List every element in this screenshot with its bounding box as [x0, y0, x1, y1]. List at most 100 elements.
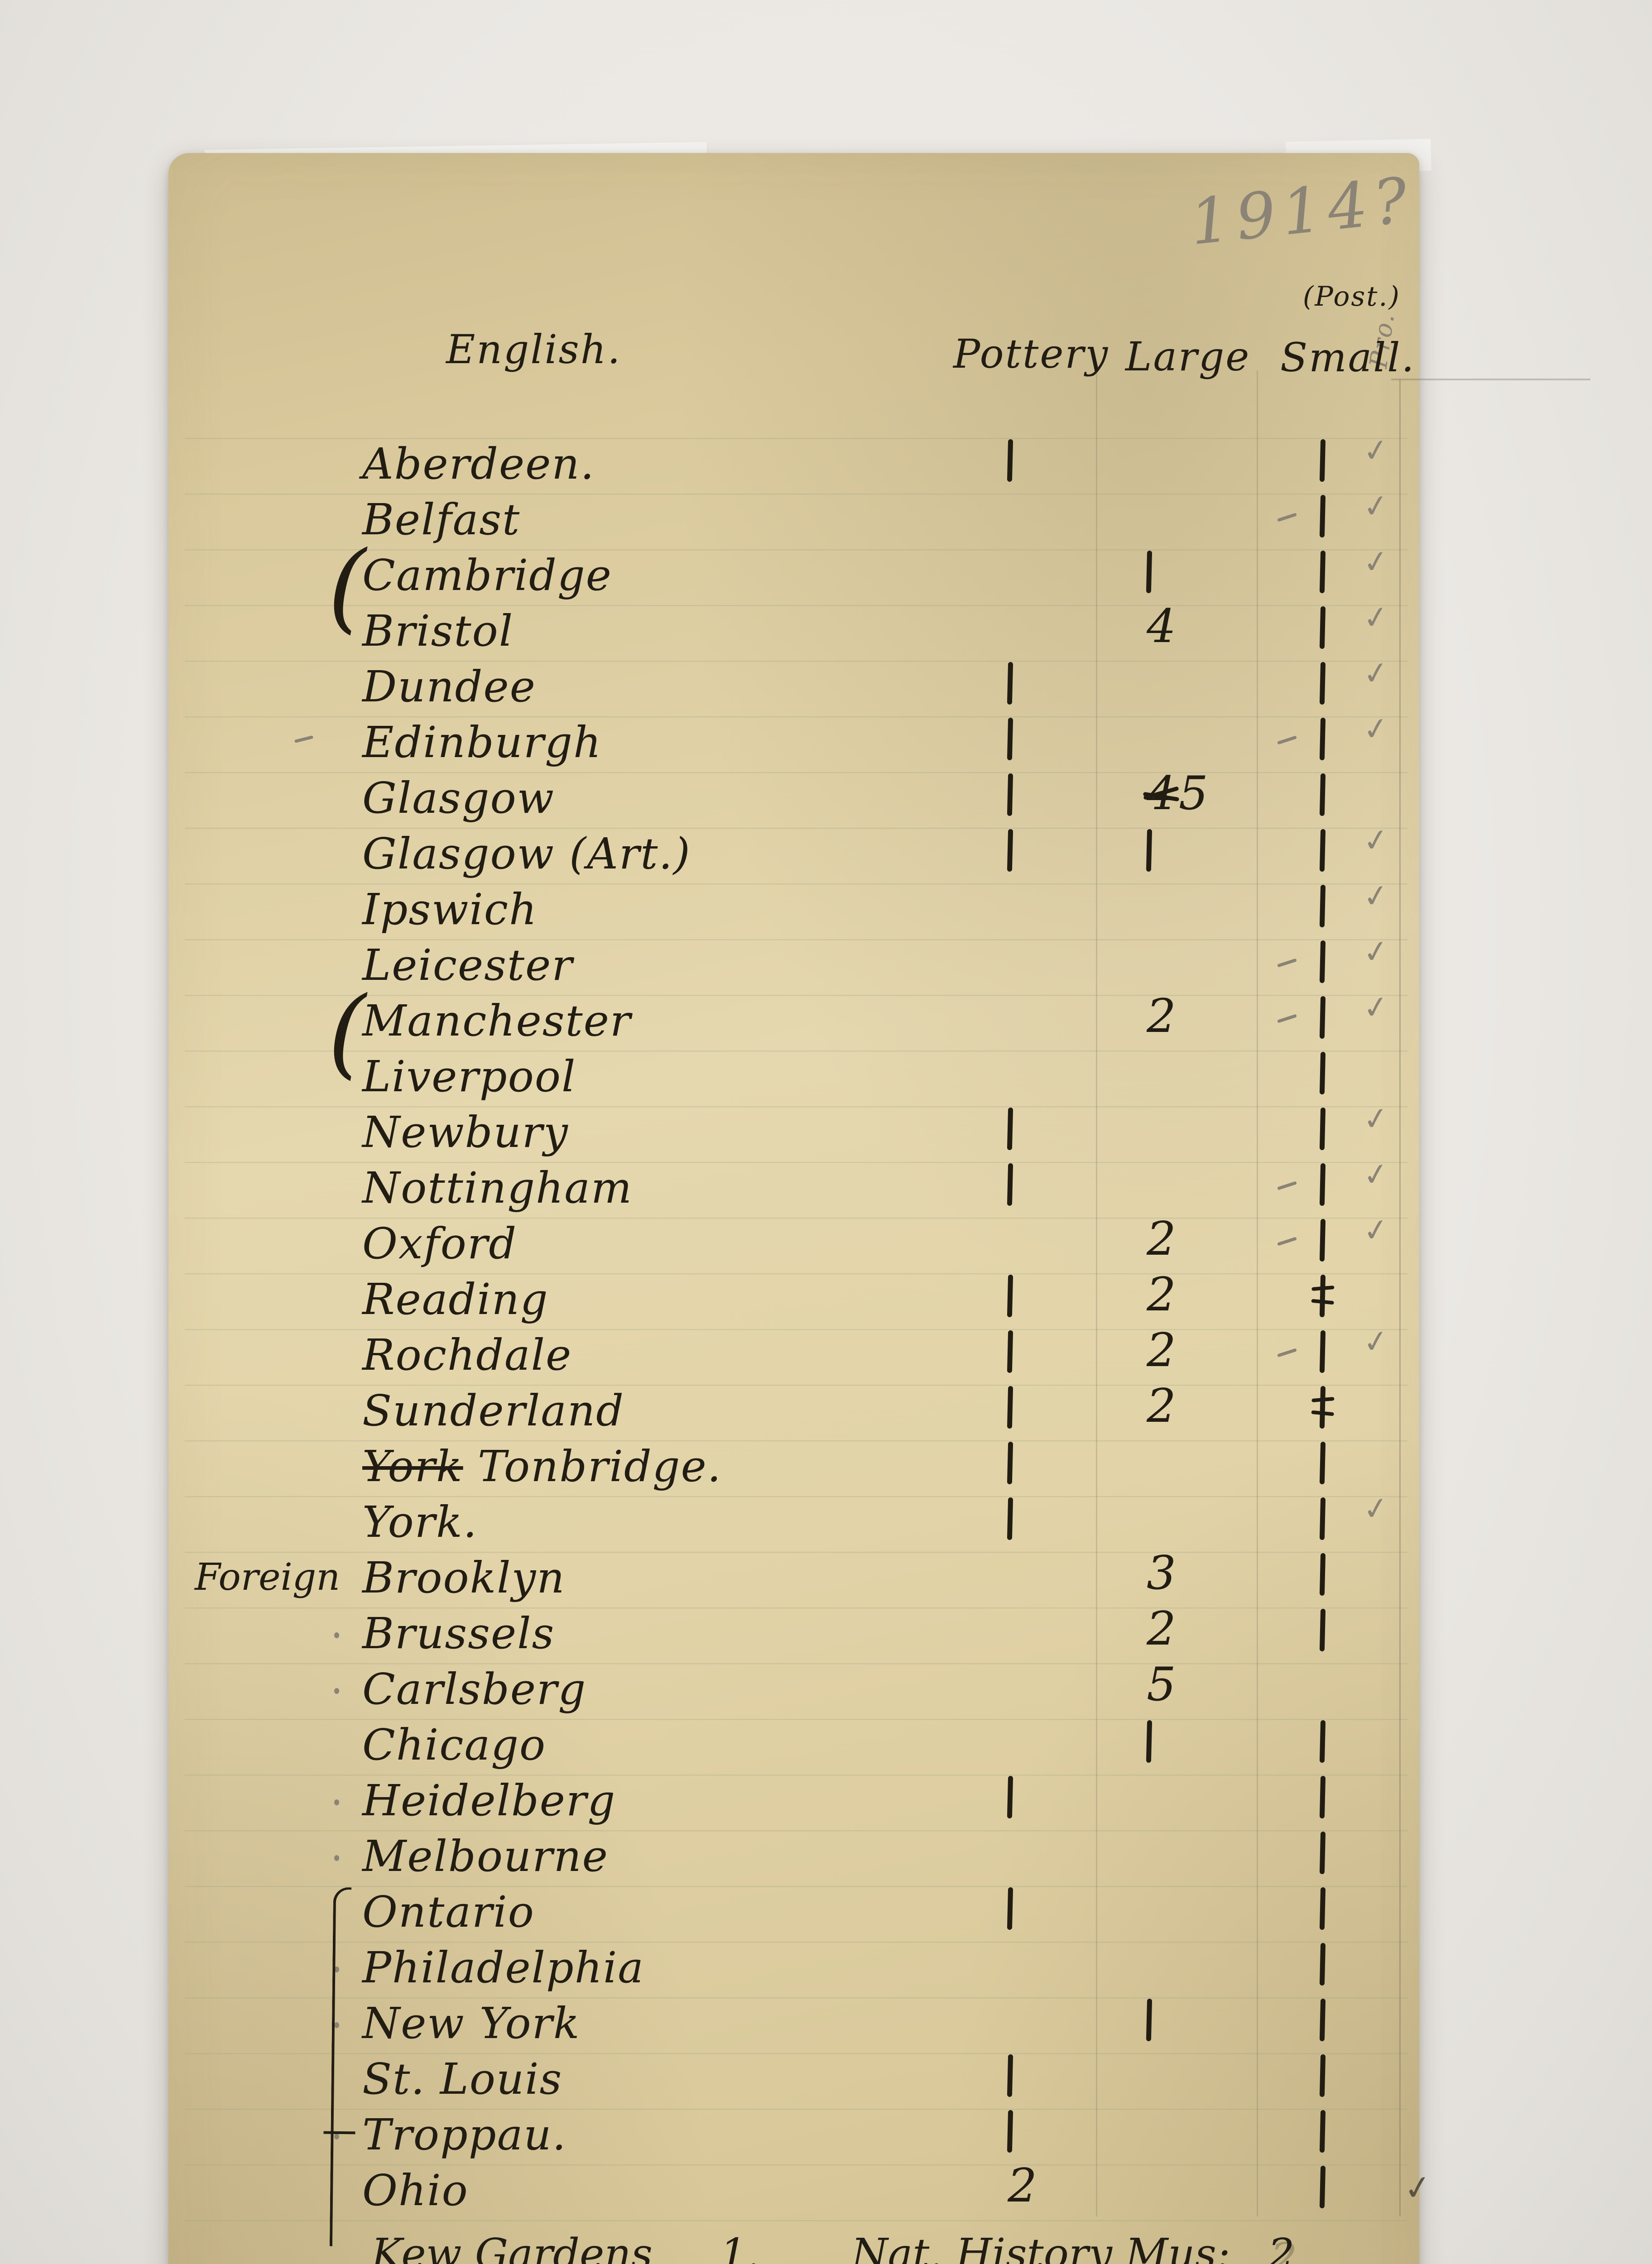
city-name: York. — [362, 1497, 478, 1547]
column-header-large: Large — [1125, 333, 1251, 380]
city-name: Rochdale — [362, 1330, 572, 1380]
table-row: Foreign Brooklyn 3 — [168, 1550, 1419, 1613]
table-row: Philadelphia — [168, 1943, 1419, 2003]
small-cell — [1319, 1216, 1326, 1262]
tally-mark — [1319, 1943, 1326, 1986]
table-row: Edinburgh ✓ — [168, 710, 1419, 777]
small-cell — [1319, 548, 1326, 594]
pencil-check-icon: ✓ — [1360, 1099, 1392, 1139]
city-name: Ohio — [362, 2166, 469, 2216]
city-name: Belfast — [362, 495, 521, 545]
city-name: St. Louis — [362, 2054, 563, 2104]
city-name: Ipswich — [362, 885, 538, 935]
scribbled-value: 4 — [1147, 767, 1176, 820]
city-name: Brussels — [362, 1609, 555, 1659]
pottery-cell — [1007, 1885, 1013, 1930]
count-value: 5 — [1178, 767, 1208, 820]
city-name: Newbury — [362, 1108, 569, 1157]
small-cell — [1319, 2163, 1326, 2209]
small-cell — [1319, 1885, 1326, 1930]
pencil-rule — [1391, 379, 1590, 380]
table-row: Sunderland 2 — [168, 1383, 1419, 1446]
tally-mark — [1319, 1497, 1326, 1540]
ink-paren: ( — [328, 530, 366, 643]
pencil-check-icon: ✓ — [1360, 932, 1392, 972]
large-cell: 3 — [1147, 1550, 1237, 1597]
tally-mark — [1319, 2165, 1326, 2209]
tally-mark — [1319, 606, 1326, 649]
table-row: (Manchester 2 ✓ — [168, 975, 1419, 1089]
tally-mark — [1007, 439, 1013, 482]
ruled-lines — [185, 438, 1407, 2264]
tally-mark-struck — [1319, 1386, 1326, 1429]
small-cell — [1319, 604, 1326, 649]
small-cell — [1319, 1049, 1326, 1095]
count-value: 2 — [1147, 1212, 1176, 1266]
tally-mark — [1007, 2110, 1013, 2153]
city-name: Ontario — [362, 1887, 535, 1937]
tally-mark — [1319, 717, 1326, 761]
pottery-cell — [1007, 826, 1013, 872]
tally-mark — [1319, 1441, 1326, 1485]
city-name: Nottingham — [362, 1163, 633, 1213]
city-name: Melbourne — [362, 1832, 609, 1881]
pencil-dash — [1277, 1014, 1297, 1023]
city-name: Carlsberg — [362, 1664, 587, 1714]
small-cell — [1319, 1161, 1326, 1206]
table-row: Carlsberg 5 — [168, 1662, 1419, 1724]
pencil-check-icon: ✓ — [1360, 821, 1392, 860]
pottery-cell — [1007, 1328, 1013, 1373]
table-row: (Cambridge ✓ — [168, 530, 1419, 643]
tally-mark — [1319, 550, 1326, 594]
tally-mark — [1007, 829, 1013, 872]
small-cell — [1319, 1105, 1326, 1151]
pencil-check-icon: ✓ — [1360, 1211, 1392, 1250]
tally-mark — [1007, 662, 1013, 705]
pencil-margin-dot — [334, 1855, 339, 1861]
tally-mark — [1007, 1330, 1013, 1373]
pencil-check-icon: ✓ — [1401, 2167, 1435, 2209]
count-value: 5 — [1147, 1658, 1176, 1712]
small-cell — [1319, 1550, 1326, 1596]
pottery-cell — [1007, 1495, 1013, 1540]
pottery-cell — [1007, 1272, 1013, 1318]
tally-mark — [1319, 1218, 1326, 1262]
tally-mark — [1319, 2054, 1326, 2097]
count-value: 2 — [1147, 1268, 1176, 1322]
table-row: York Tonbridge. — [168, 1441, 1419, 1501]
table-row: Ohio 2 ✓ — [168, 2163, 1435, 2226]
count-value: 2 — [1147, 1602, 1176, 1656]
small-cell — [1319, 938, 1326, 983]
tally-mark — [1319, 1831, 1326, 1875]
small-cell — [1319, 659, 1326, 705]
city-name: Glasgow (Art.) — [362, 829, 691, 879]
tally-mark — [1007, 1441, 1013, 1485]
table-row: Aberdeen. ✓ — [168, 431, 1419, 499]
table-row: Glasgow 45 — [168, 767, 1419, 833]
column-rule — [1399, 379, 1401, 2216]
table-row: York. ✓ — [168, 1489, 1419, 1557]
tally-mark — [1007, 1107, 1013, 1151]
table-row: Ipswich ✓ — [168, 877, 1419, 945]
tally-mark — [1319, 439, 1326, 482]
tally-mark — [1319, 829, 1326, 872]
tally-mark — [1319, 662, 1326, 705]
pencil-dash — [1277, 735, 1297, 745]
city-name: Sunderland — [362, 1386, 624, 1436]
pencil-check-icon: ✓ — [1360, 988, 1392, 1027]
pencil-margin-dot — [334, 1799, 339, 1805]
tally-mark — [1146, 550, 1153, 594]
city-name: Oxford — [362, 1219, 518, 1269]
small-cell — [1319, 492, 1326, 538]
pottery-cell — [1007, 715, 1013, 761]
pencil-dash — [1277, 1348, 1297, 1357]
pencil-check-icon: ✓ — [1360, 710, 1392, 749]
city-name: Chicago — [362, 1720, 547, 1770]
count-value: 2 — [1147, 1324, 1176, 1377]
city-name: Brooklyn — [362, 1553, 566, 1603]
tally-mark — [1319, 884, 1326, 928]
large-cell: 2 — [1147, 1328, 1237, 1374]
city-name: New York — [362, 1999, 581, 2048]
count-value: 2 — [1147, 989, 1176, 1043]
summary-line: Kew Gardens 1. Nat. History Mus: 2 — [168, 2230, 1419, 2264]
